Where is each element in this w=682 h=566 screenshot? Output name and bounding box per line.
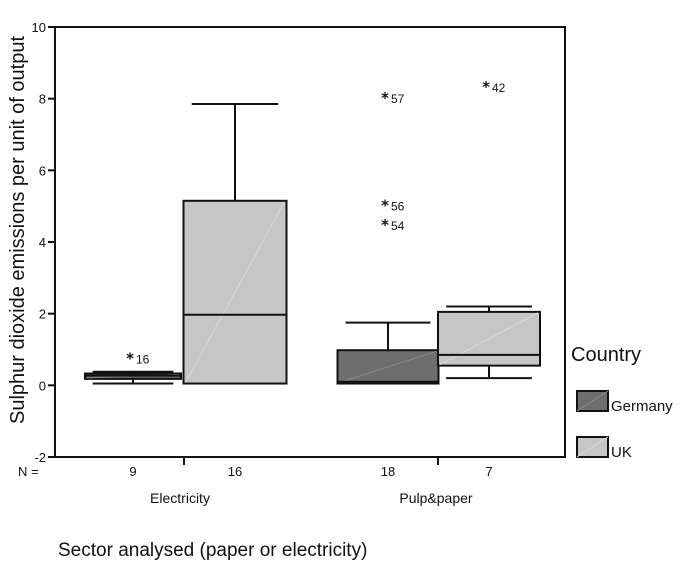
legend-entry-uk: UK: [576, 436, 632, 461]
y-axis-label: Sulphur dioxide emissions per unit of ou…: [7, 36, 29, 424]
box-shading: [185, 201, 285, 383]
outlier-label: 57: [391, 92, 405, 106]
legend-label-germany: Germany: [611, 398, 673, 415]
category-label: Pulp&paper: [399, 490, 473, 506]
sample-size-label: 18: [381, 464, 395, 479]
y-tick-label: 4: [39, 235, 46, 250]
n-label: N =: [18, 464, 39, 479]
legend-entry-germany: Germany: [576, 390, 673, 415]
box-shading: [439, 312, 539, 366]
legend-label-uk: UK: [611, 444, 632, 461]
outlier-label: 16: [136, 352, 150, 366]
y-tick-label: 0: [39, 378, 46, 393]
legend-title: Country: [571, 344, 641, 366]
y-tick-label: -2: [34, 450, 46, 465]
plot-frame: [54, 26, 566, 458]
category-label: Electricity: [150, 490, 210, 506]
sample-size-label: 9: [129, 464, 136, 479]
sample-size-label: 7: [485, 464, 492, 479]
outlier-marker: *: [126, 349, 134, 367]
y-tick-label: 10: [32, 20, 46, 35]
outlier-label: 54: [391, 219, 405, 233]
outlier-marker: *: [381, 196, 389, 214]
legend-swatch-shade-uk: [576, 436, 609, 458]
outlier-marker: *: [482, 78, 490, 96]
y-tick-label: 8: [39, 92, 46, 107]
outlier-marker: *: [381, 89, 389, 107]
box-shading: [339, 350, 437, 384]
y-tick-label: 2: [39, 307, 46, 322]
sample-size-label: 16: [228, 464, 242, 479]
x-axis-labels: Electricity 9 16 Pulp&paper 18 7: [129, 457, 493, 506]
y-axis-ticks: -2 0 2 4 6 8 10: [32, 20, 55, 465]
y-tick-label: 6: [39, 163, 46, 178]
box-layer: * 16* 57* 56* 54* 42: [84, 78, 541, 385]
outlier-marker: *: [381, 216, 389, 234]
outlier-label: 56: [391, 199, 405, 213]
x-axis-label: Sector analysed (paper or electricity): [58, 540, 367, 561]
legend-swatch-shade-germany: [576, 390, 609, 412]
outlier-label: 42: [492, 81, 506, 95]
